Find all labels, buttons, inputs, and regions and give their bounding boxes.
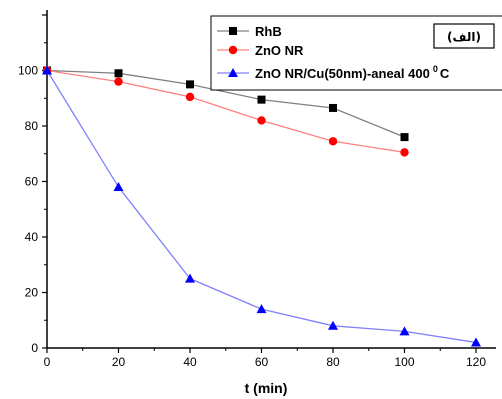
data-point-circle xyxy=(328,137,338,146)
legend-label: ZnO NR/Cu(50nm)-aneal 400 xyxy=(255,66,430,81)
legend-label-tail: C xyxy=(440,66,450,81)
x-tick-label: 80 xyxy=(326,355,340,369)
x-tick-label: 40 xyxy=(183,355,197,369)
annotation-frame xyxy=(433,23,495,49)
legend-marker-triangle xyxy=(228,68,238,77)
data-point-triangle xyxy=(399,326,410,336)
annotation-label: (الف) xyxy=(447,30,481,44)
legend-marker-square xyxy=(229,27,237,35)
axes: 0 20 40 60 80 100 120 0 20 40 60 80 100 xyxy=(18,10,496,369)
data-point-square xyxy=(329,103,337,112)
x-axis-label: t (min) xyxy=(245,380,288,396)
series-lines xyxy=(46,69,477,344)
x-tick-label: 60 xyxy=(255,355,269,369)
data-point-triangle xyxy=(42,65,52,75)
y-tick-label: 80 xyxy=(25,119,39,133)
x-tick-label: 120 xyxy=(466,355,486,369)
x-tick-label: 20 xyxy=(112,355,126,369)
data-point-circle xyxy=(400,148,409,157)
legend-marker-circle xyxy=(228,45,238,55)
x-tick-label: 100 xyxy=(394,355,414,369)
series-line-3 xyxy=(46,70,477,344)
legend-label: RhB xyxy=(255,24,282,39)
data-point-triangle xyxy=(185,273,195,283)
data-point-square xyxy=(114,69,123,78)
legend-label: ZnO NR xyxy=(255,43,304,58)
data-point-square xyxy=(400,133,409,142)
data-point-triangle xyxy=(256,304,267,314)
data-point-square xyxy=(186,80,194,89)
data-point-triangle xyxy=(471,337,481,347)
data-point-triangle xyxy=(113,182,124,192)
data-point-square xyxy=(257,95,266,104)
series-line-2 xyxy=(46,69,405,154)
y-tick-label: 100 xyxy=(18,64,38,78)
y-tick-label: 20 xyxy=(25,286,39,300)
y-tick-label: 60 xyxy=(25,175,39,189)
data-point-circle xyxy=(114,77,123,86)
y-tick-label: 40 xyxy=(25,230,39,244)
data-point-circle xyxy=(257,116,266,125)
series-markers xyxy=(42,65,481,347)
y-tick-label: 0 xyxy=(31,341,38,355)
x-tick-label: 0 xyxy=(44,355,51,369)
series-line-1 xyxy=(46,69,405,138)
annotation-box: (الف) xyxy=(433,23,495,49)
legend-label-superscript: 0 xyxy=(433,64,438,74)
data-point-triangle xyxy=(328,320,338,330)
data-point-circle xyxy=(185,92,195,102)
